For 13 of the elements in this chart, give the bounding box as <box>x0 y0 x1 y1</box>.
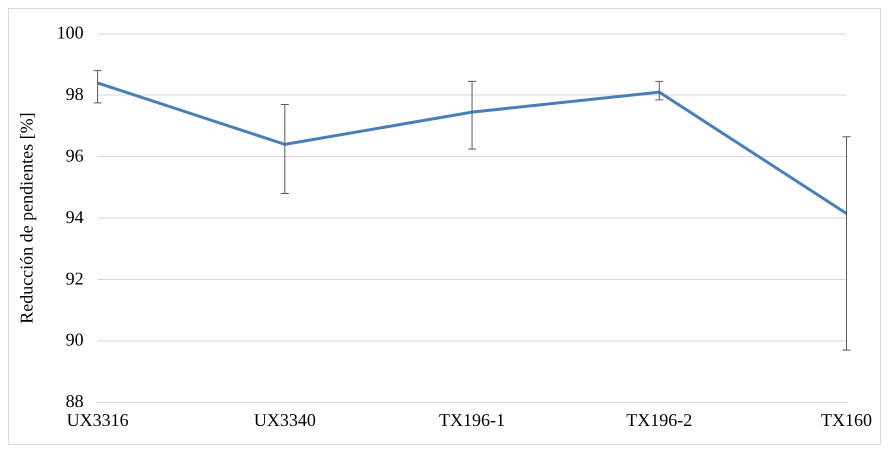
y-tick-label: 94 <box>66 206 84 227</box>
x-tick-label: TX196-1 <box>439 410 506 430</box>
y-tick-label: 90 <box>66 330 84 350</box>
x-tick-label: UX3340 <box>254 410 316 430</box>
x-tick-label: TX196-2 <box>626 410 692 430</box>
y-tick-label: 92 <box>66 268 84 288</box>
y-axis-title: Reducción de pendientes [%] <box>16 112 37 324</box>
x-tick-label: TX160 <box>821 410 872 430</box>
y-tick-label: 88 <box>66 391 84 412</box>
y-tick-label: 96 <box>66 145 84 166</box>
y-tick-label: 100 <box>56 22 84 43</box>
x-tick-label: UX3316 <box>66 410 129 430</box>
y-tick-label: 98 <box>66 84 84 104</box>
